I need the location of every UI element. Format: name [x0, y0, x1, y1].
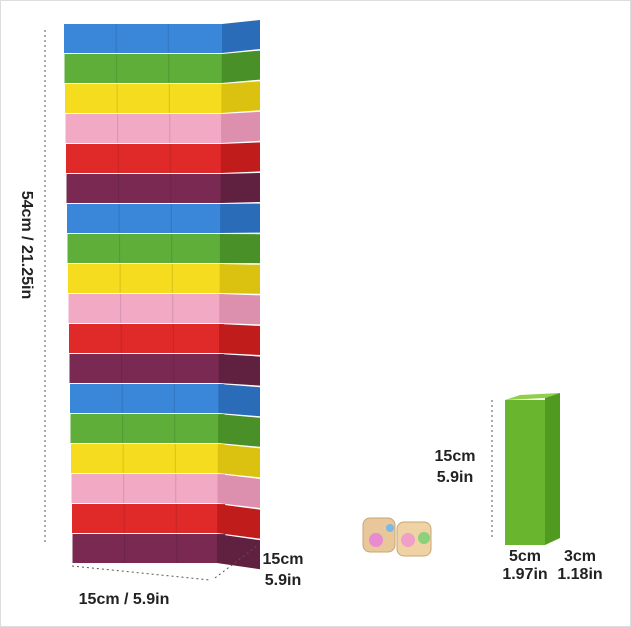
tower-block [219, 234, 260, 264]
tower-block [219, 294, 260, 325]
width-label: 15cm / 5.9in [79, 591, 170, 608]
tower-block [72, 504, 226, 533]
tower-block [218, 384, 260, 417]
tower-block [70, 414, 225, 443]
tower-block [218, 354, 260, 386]
tower-block [65, 84, 223, 113]
tower-block [218, 414, 260, 447]
block-tower [64, 20, 260, 570]
tower-block [72, 534, 226, 563]
tower-block [65, 114, 223, 143]
tower-block [222, 20, 260, 53]
tower-block [66, 144, 223, 173]
tower-block [68, 264, 224, 293]
depth-line [214, 544, 259, 579]
tower-block [220, 203, 260, 233]
tower-block [216, 534, 260, 570]
tower-block [69, 354, 225, 383]
width-line [71, 565, 211, 581]
tower-block [67, 234, 224, 263]
block-depth-cm: 3cm [564, 548, 596, 565]
block-width-in: 1.97in [502, 566, 547, 583]
tower-block [217, 504, 260, 539]
single-block [505, 393, 560, 545]
block-length-in: 5.9in [437, 469, 473, 486]
tower-block [64, 24, 222, 53]
height-label: 54cm / 21.25in [18, 191, 35, 300]
depth-in: 5.9in [265, 572, 301, 589]
tower-block [66, 174, 223, 203]
tower-block [217, 444, 260, 478]
tower-block [219, 264, 260, 294]
tower-block [68, 294, 224, 323]
tower-block [70, 384, 225, 413]
tower-block [217, 474, 260, 508]
tower-block [219, 324, 260, 355]
block-depth-in: 1.18in [557, 566, 602, 583]
tower-block [71, 444, 225, 473]
block-length-cm: 15cm [435, 448, 476, 465]
depth-cm: 15cm [263, 551, 304, 568]
tower-block [221, 50, 260, 83]
tower-block [221, 111, 260, 143]
tower-block [220, 142, 260, 173]
tower-block [67, 204, 224, 233]
tower-block [220, 173, 260, 203]
tower-block [71, 474, 225, 503]
dice [362, 517, 432, 557]
tower-block [69, 324, 224, 353]
tower-block [64, 54, 223, 83]
tower-block [221, 81, 260, 113]
block-width-cm: 5cm [509, 548, 541, 565]
